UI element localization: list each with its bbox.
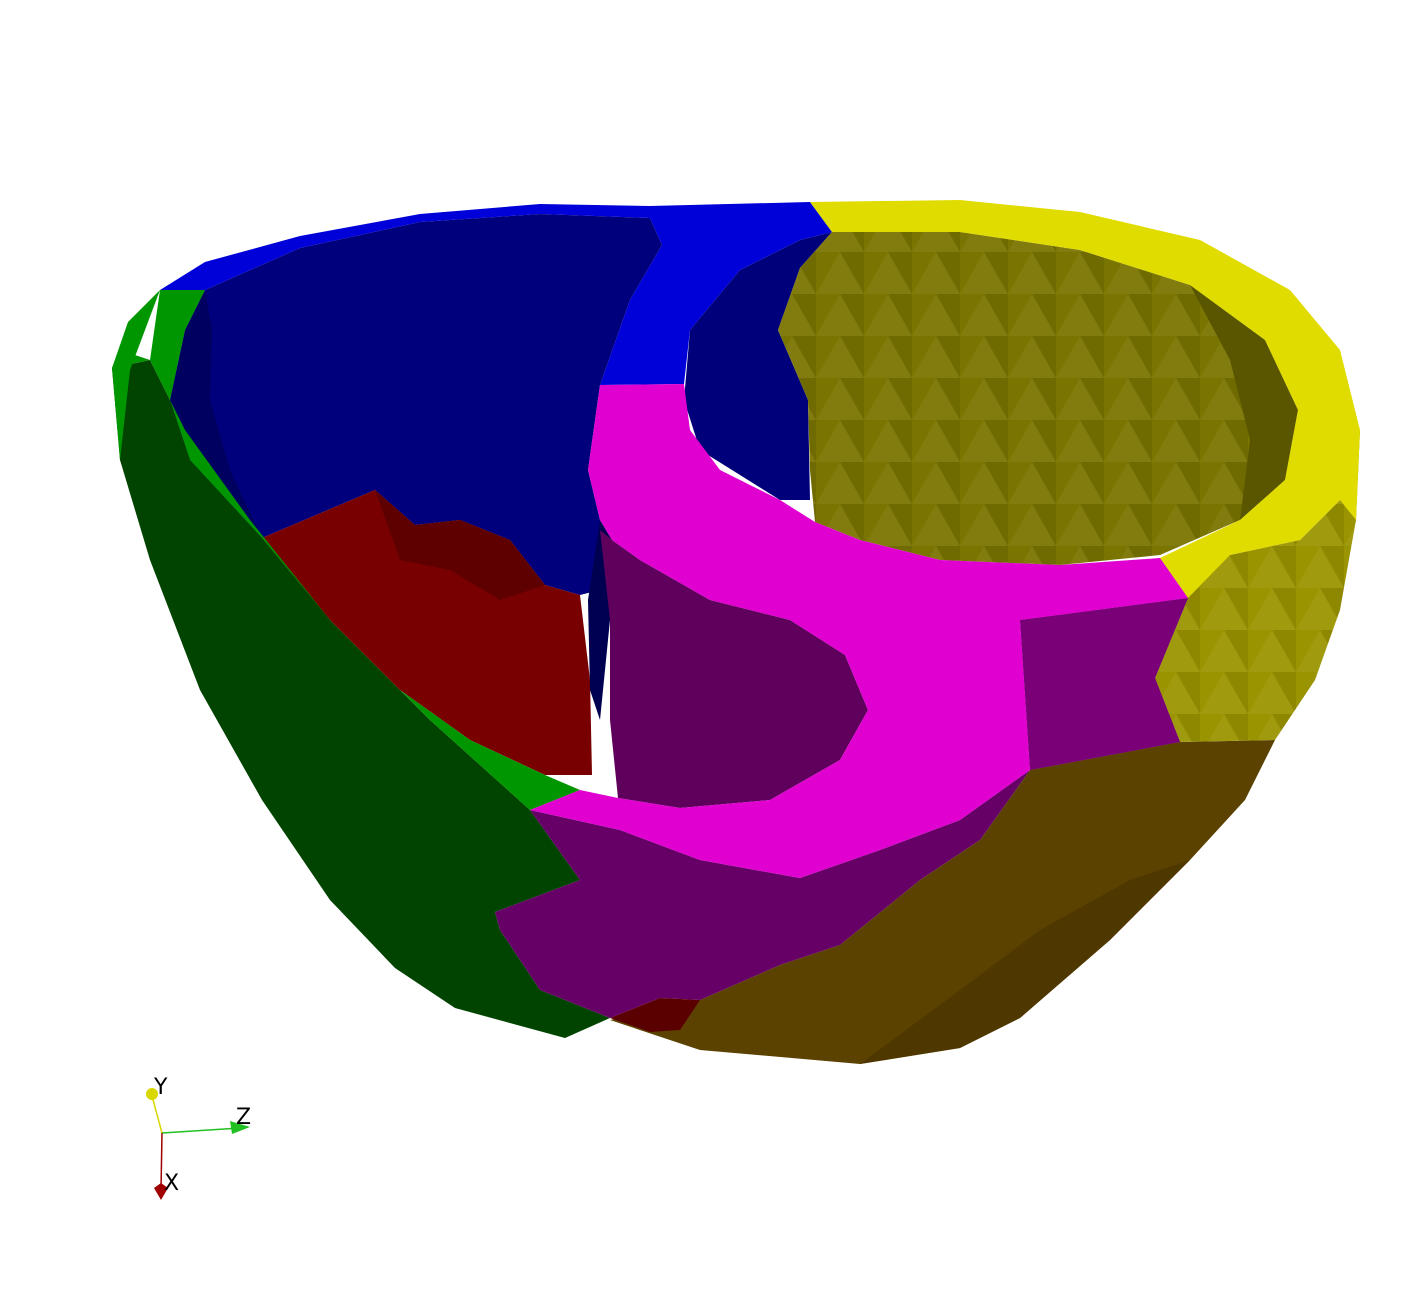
outer-wall-yellow-facets bbox=[1155, 430, 1360, 742]
outer-wall-purple bbox=[495, 598, 1188, 1018]
inner-wall-blue bbox=[170, 214, 662, 595]
rim bbox=[112, 200, 1360, 878]
left-cavity bbox=[170, 214, 868, 808]
inner-wall-red-shade bbox=[375, 490, 545, 600]
outer-wall-olive bbox=[610, 740, 1275, 1064]
rim-green-outer bbox=[112, 290, 160, 540]
outer-wall-purple-shade bbox=[1020, 598, 1188, 770]
inner-wall-purple bbox=[600, 530, 868, 808]
rim-green bbox=[112, 290, 580, 810]
rim-yellow bbox=[810, 200, 1360, 598]
right-inner-blue bbox=[684, 232, 832, 500]
outer-shell bbox=[112, 360, 1360, 1064]
outer-wall-red-sliver bbox=[610, 998, 700, 1032]
inner-wall-blue-shade bbox=[170, 290, 262, 538]
outer-wall-olive-shade bbox=[860, 860, 1190, 1064]
outer-wall-green bbox=[112, 360, 610, 1038]
right-inner-olive-facets bbox=[778, 232, 1298, 565]
right-inner-olive-shade bbox=[1190, 285, 1298, 520]
rim-blue bbox=[160, 202, 832, 385]
rim-magenta bbox=[530, 384, 1188, 878]
right-cavity bbox=[684, 232, 1298, 565]
